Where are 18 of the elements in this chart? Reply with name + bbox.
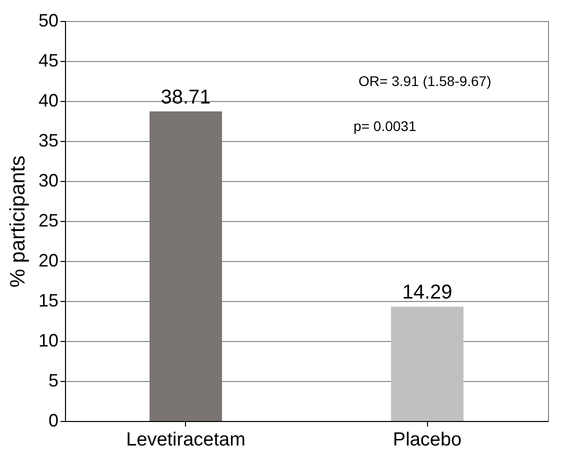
y-tick-label: 30 [38,170,58,190]
y-tick-label: 35 [38,130,58,150]
y-tick-label: 20 [38,250,58,270]
y-tick-label: 10 [38,330,58,350]
x-tick-label: Placebo [392,430,462,450]
y-tick-label: 15 [38,290,58,310]
data-label: 14.29 [402,282,452,304]
annotation: p= 0.0031 [354,118,416,134]
y-tick-label: 50 [38,10,58,30]
y-tick-label: 45 [38,50,58,70]
annotation: OR= 3.91 (1.58-9.67) [358,72,492,89]
y-tick-label: 5 [48,370,58,390]
x-tick-label: Levetiracetam [126,430,246,450]
y-tick-label: 40 [38,90,58,110]
y-tick-label: 0 [48,410,58,430]
data-label: 38.71 [160,86,211,108]
y-tick-label: 25 [38,210,58,230]
y-axis-title: % participants [6,156,30,288]
